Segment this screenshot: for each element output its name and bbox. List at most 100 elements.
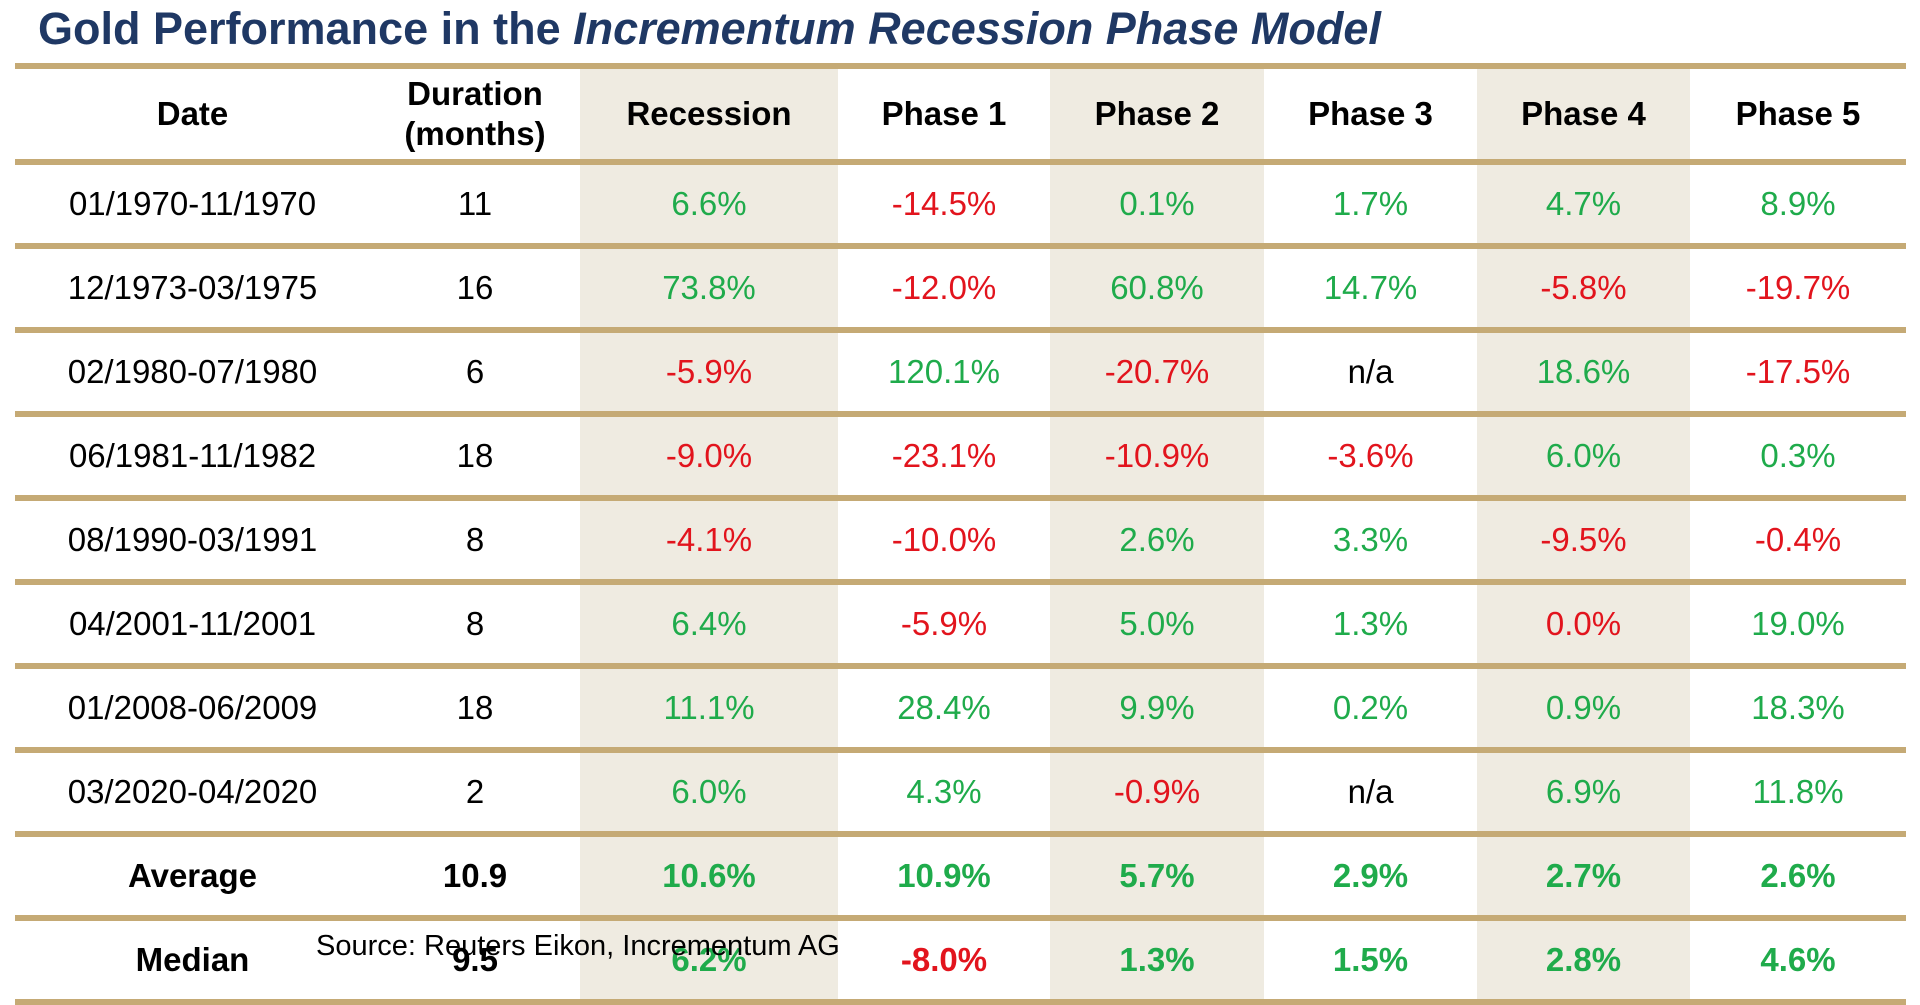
return-cell: 14.7% [1323, 269, 1418, 306]
return-cell: 4.6% [1760, 941, 1836, 978]
return-cell: -5.9% [900, 605, 988, 642]
date-cell: 01/1970-11/1970 [68, 185, 317, 222]
return-cell: 0.1% [1050, 165, 1264, 243]
column-header: Phase 2 [1050, 69, 1264, 159]
column-header-label: Phase 4 [1521, 95, 1646, 132]
return-cell: 0.9% [1477, 669, 1690, 747]
table-row-rule [15, 243, 1906, 249]
return-cell: -17.5% [1745, 353, 1851, 390]
column-header-label: Phase 3 [1308, 95, 1433, 132]
return-cell: -9.5% [1477, 501, 1690, 579]
table-row: 08/1990-03/1991 8 -4.1% -10.0% 2.6% 3.3% -9.5%… [15, 501, 1906, 579]
return-cell: -12.0% [891, 269, 997, 306]
column-header-label: Phase 1 [881, 95, 1007, 132]
return-cell: 1.7% [1332, 185, 1409, 222]
table-row-rule [15, 915, 1906, 921]
summary-label: Average [127, 857, 258, 894]
duration-cell: 11 [457, 185, 493, 222]
return-cell: 120.1% [888, 353, 1000, 390]
column-header-label: Phase 5 [1735, 95, 1861, 132]
column-header: Phase 1 [838, 69, 1050, 159]
return-cell: 2.6% [1050, 501, 1264, 579]
duration-cell: 8 [465, 521, 485, 558]
table-top-rule [15, 63, 1906, 69]
return-cell: -5.8% [1477, 249, 1690, 327]
return-cell: 1.3% [1050, 921, 1264, 999]
return-cell: -0.4% [1754, 521, 1842, 558]
duration-cell: 18 [456, 437, 494, 474]
gold-performance-table: Date Duration (months) Recession Phase 1 Phas… [15, 63, 1906, 1005]
return-cell: -10.9% [1050, 417, 1264, 495]
table-row: 01/2008-06/2009 18 11.1% 28.4% 9.9% 0.2% 0.9% 1… [15, 669, 1906, 747]
return-cell: 2.9% [1332, 857, 1409, 894]
table-row: 06/1981-11/1982 18 -9.0% -23.1% -10.9% -3.6% 6… [15, 417, 1906, 495]
return-cell: 28.4% [897, 689, 991, 726]
return-cell: 5.0% [1050, 585, 1264, 663]
summary-row: Median 9.5 6.2% -8.0% 1.3% 1.5% 2.8% 4.6% [15, 921, 1906, 999]
return-cell: 6.0% [580, 753, 838, 831]
return-cell: 6.6% [580, 165, 838, 243]
return-cell: -0.9% [1050, 753, 1264, 831]
date-cell: 06/1981-11/1982 [68, 437, 317, 474]
title-italic: Incrementum Recession Phase Model [573, 3, 1381, 54]
table-row-rule [15, 327, 1906, 333]
return-cell: 11.1% [580, 669, 838, 747]
return-cell: 0.2% [1332, 689, 1409, 726]
return-cell: 4.7% [1477, 165, 1690, 243]
date-cell: 04/2001-11/2001 [68, 605, 317, 642]
duration-cell: 18 [456, 689, 494, 726]
page-title: Gold Performance in the Incrementum Rece… [38, 0, 1381, 58]
column-header: Date [15, 69, 370, 159]
table-row-rule [15, 495, 1906, 501]
table-row-rule [15, 411, 1906, 417]
date-cell: 03/2020-04/2020 [67, 773, 318, 810]
table-row: 01/1970-11/1970 11 6.6% -14.5% 0.1% 1.7% 4.7% 8… [15, 165, 1906, 243]
return-cell: 8.9% [1760, 185, 1836, 222]
table-row-rule [15, 831, 1906, 837]
column-header: Phase 3 [1264, 69, 1477, 159]
duration-cell: 8 [465, 605, 485, 642]
return-cell: 10.6% [580, 837, 838, 915]
return-cell: -9.0% [580, 417, 838, 495]
column-header: Phase 5 [1690, 69, 1906, 159]
table-header-row: Date Duration (months) Recession Phase 1 Phas… [15, 69, 1906, 159]
return-cell: 3.3% [1332, 521, 1409, 558]
column-header: Recession [580, 69, 838, 159]
duration-cell: 6 [465, 353, 485, 390]
return-cell: -4.1% [580, 501, 838, 579]
table-row-rule [15, 663, 1906, 669]
return-cell: 0.0% [1477, 585, 1690, 663]
date-cell: 12/1973-03/1975 [67, 269, 318, 306]
return-cell: n/a [1347, 353, 1394, 390]
column-header-label: Date [156, 95, 229, 132]
table-header-rule [15, 159, 1906, 165]
table-row-rule [15, 747, 1906, 753]
column-header: Duration (months) [370, 69, 580, 159]
date-cell: 08/1990-03/1991 [67, 521, 318, 558]
return-cell: 2.7% [1477, 837, 1690, 915]
table-row-rule [15, 579, 1906, 585]
return-cell: 2.6% [1760, 857, 1836, 894]
return-cell: 5.7% [1050, 837, 1264, 915]
return-cell: 19.0% [1751, 605, 1845, 642]
return-cell: 1.3% [1332, 605, 1409, 642]
title-prefix: Gold Performance in the [38, 3, 574, 54]
return-cell: 18.6% [1477, 333, 1690, 411]
return-cell: -8.0% [900, 941, 988, 978]
duration-cell: 16 [456, 269, 494, 306]
return-cell: 0.3% [1760, 437, 1836, 474]
return-cell: 6.9% [1477, 753, 1690, 831]
return-cell: -3.6% [1327, 437, 1414, 474]
source-note: Source: Reuters Eikon, Incrementum AG [316, 930, 840, 962]
column-header-label: Duration [407, 75, 543, 112]
duration-cell: 2 [465, 773, 485, 810]
return-cell: 18.3% [1751, 689, 1845, 726]
table-row: 12/1973-03/1975 16 73.8% -12.0% 60.8% 14.7% -5… [15, 249, 1906, 327]
return-cell: 6.4% [580, 585, 838, 663]
return-cell: 2.8% [1477, 921, 1690, 999]
summary-row: Average 10.9 10.6% 10.9% 5.7% 2.9% 2.7% 2.6% [15, 837, 1906, 915]
return-cell: 10.9% [897, 857, 991, 894]
date-cell: 01/2008-06/2009 [67, 689, 318, 726]
return-cell: 9.9% [1050, 669, 1264, 747]
column-header: Phase 4 [1477, 69, 1690, 159]
